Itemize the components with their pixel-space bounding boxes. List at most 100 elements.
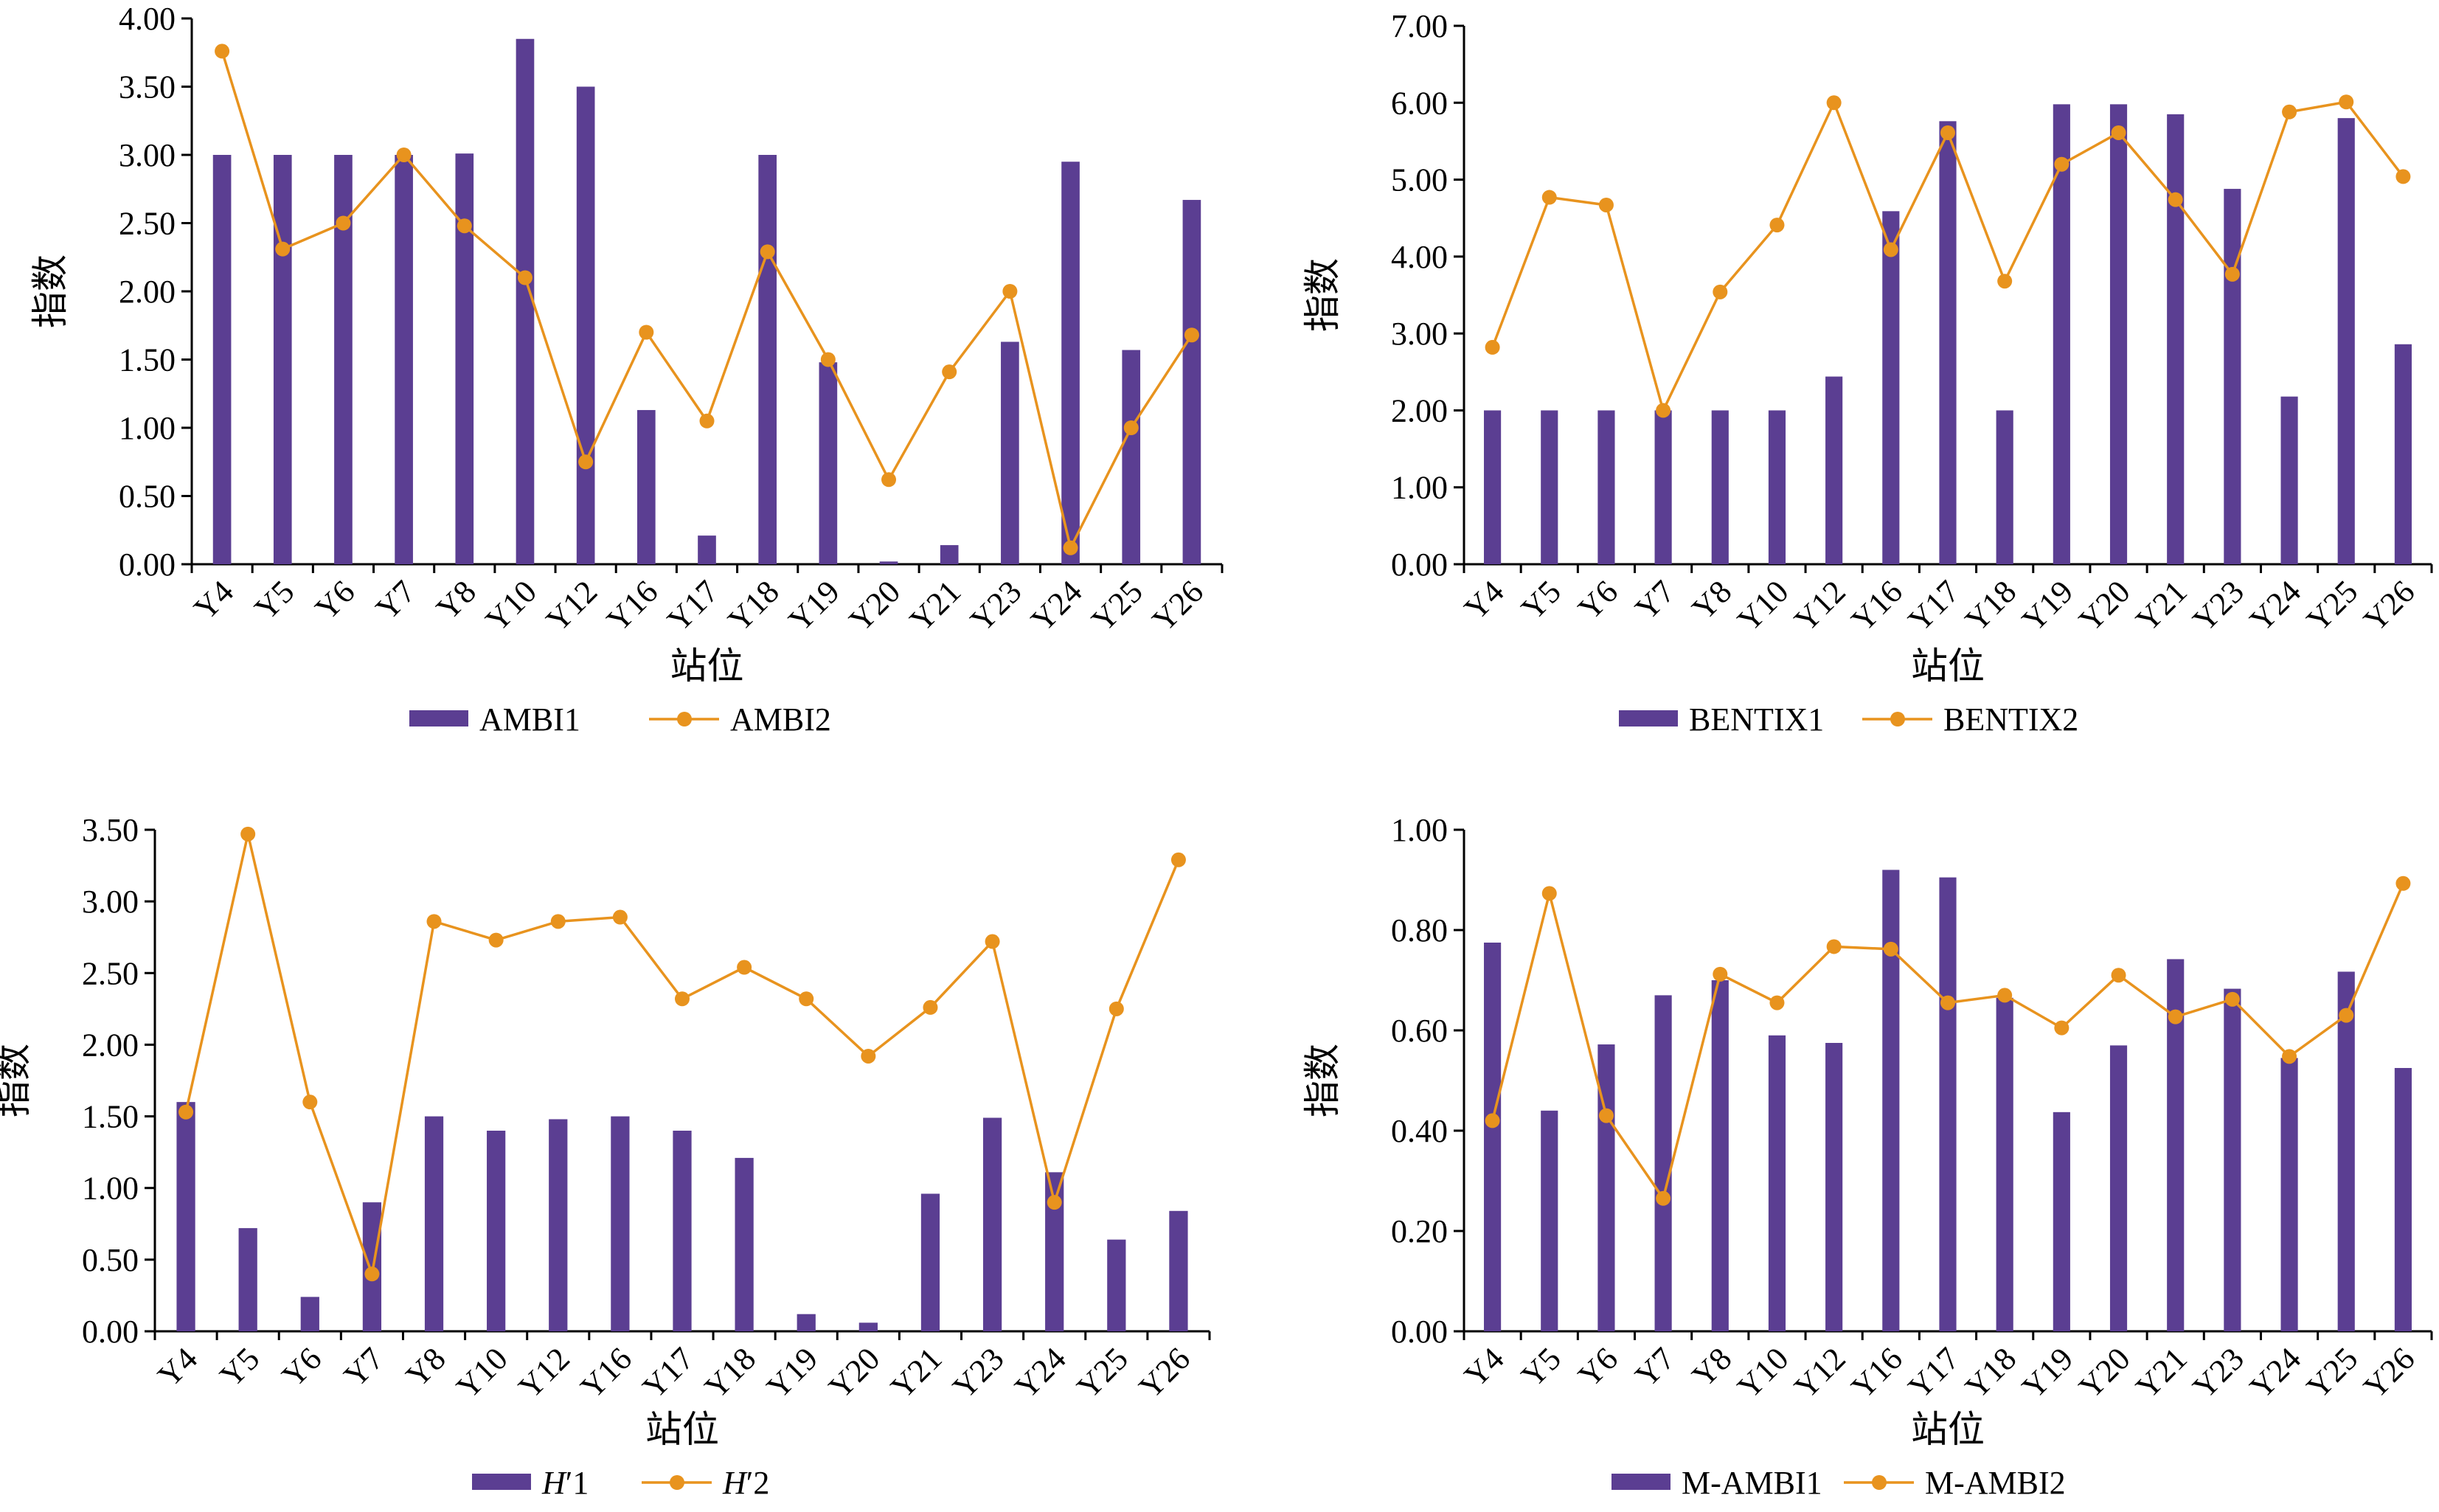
- line-point-Y24: [2282, 104, 2297, 119]
- legend-line-label: H′2: [722, 1465, 769, 1501]
- y-axis-title: 指数: [1301, 1044, 1344, 1117]
- x-tick-label: Y25: [1070, 1340, 1135, 1405]
- bar-Y18: [1996, 410, 2013, 564]
- line-point-Y10: [1769, 218, 1785, 233]
- legend-bar-swatch: [1619, 710, 1678, 726]
- bar-Y26: [1182, 200, 1201, 564]
- line-point-Y12: [550, 914, 566, 929]
- line-point-Y7: [364, 1266, 380, 1282]
- x-tick-label: Y20: [822, 1340, 887, 1405]
- line-series: [221, 50, 1193, 552]
- line-point-Y26: [1170, 852, 1186, 867]
- x-tick-label: Y7: [1628, 573, 1682, 627]
- legend-line-label: AMBI2: [730, 701, 831, 738]
- bar-Y16: [611, 1116, 630, 1331]
- x-tick-label: Y12: [1787, 1340, 1852, 1405]
- x-tick-label: Y23: [2186, 1340, 2251, 1405]
- bar-Y10: [487, 1131, 506, 1331]
- line-point-Y12: [578, 454, 594, 470]
- x-tick-label: Y10: [449, 1340, 514, 1405]
- y-tick-label: 0.00: [1391, 547, 1448, 583]
- bar-Y19: [2053, 1112, 2070, 1331]
- line-point-Y23: [2224, 266, 2240, 282]
- y-tick-label: 5.00: [1391, 162, 1448, 198]
- x-axis-title: 站位: [1911, 645, 1985, 687]
- x-tick-label: Y25: [1085, 573, 1150, 638]
- x-tick-label: Y21: [903, 573, 968, 638]
- y-axis-title: 指数: [29, 254, 72, 328]
- line-point-Y20: [861, 1048, 876, 1064]
- bar-Y18: [735, 1157, 754, 1331]
- y-tick-label: 2.00: [119, 274, 176, 310]
- bar-Y5: [1541, 1110, 1558, 1331]
- y-tick-label: 0.40: [1391, 1113, 1448, 1149]
- x-axis-title: 站位: [645, 1408, 719, 1451]
- line-point-Y6: [1598, 1108, 1614, 1123]
- bar-Y20: [879, 561, 898, 564]
- x-tick-label: Y4: [187, 573, 240, 627]
- y-tick-label: 1.00: [82, 1171, 139, 1207]
- line-point-Y25: [2339, 94, 2354, 110]
- x-axis-title: 站位: [670, 645, 744, 687]
- x-tick-label: Y23: [963, 573, 1028, 638]
- line-point-Y16: [612, 909, 628, 925]
- x-tick-label: Y6: [275, 1340, 329, 1394]
- y-tick-label: 1.00: [1391, 470, 1448, 506]
- bar-Y4: [1484, 410, 1502, 564]
- y-tick-label: 1.50: [82, 1099, 139, 1135]
- x-tick-label: Y8: [1685, 1340, 1739, 1394]
- line-point-Y19: [820, 352, 836, 367]
- legend-line-label: M-AMBI2: [1925, 1465, 2066, 1501]
- y-axis-title: 指数: [0, 1044, 35, 1117]
- legend-bar-swatch: [472, 1474, 531, 1490]
- y-tick-label: 4.00: [119, 1, 176, 37]
- bar-Y18: [758, 155, 777, 564]
- line-point-Y8: [457, 218, 472, 234]
- x-tick-label: Y21: [2129, 1340, 2194, 1405]
- x-tick-label: Y17: [636, 1340, 701, 1405]
- bar-Y23: [982, 1117, 1002, 1331]
- line-point-Y23: [1002, 284, 1018, 299]
- line-point-Y23: [2224, 991, 2240, 1007]
- bar-Y26: [2394, 344, 2412, 564]
- bar-Y17: [1939, 877, 1957, 1331]
- bar-Y12: [1825, 376, 1843, 564]
- bar-Y5: [1541, 410, 1558, 564]
- line-point-Y17: [675, 991, 690, 1007]
- bar-Y25: [1107, 1239, 1126, 1331]
- x-tick-label: Y24: [2243, 573, 2308, 638]
- bar-Y16: [1882, 870, 1900, 1331]
- line-point-Y6: [302, 1095, 318, 1110]
- line-point-Y24: [2282, 1049, 2297, 1064]
- line-point-Y10: [488, 932, 504, 948]
- y-tick-label: 1.00: [119, 410, 176, 446]
- bar-Y23: [1001, 341, 1019, 564]
- x-axis-title: 站位: [1911, 1408, 1985, 1451]
- bar-Y21: [2167, 959, 2185, 1331]
- x-tick-label: Y21: [884, 1340, 948, 1405]
- line-point-Y12: [1826, 939, 1842, 954]
- x-tick-label: Y21: [2129, 573, 2194, 638]
- line-point-Y7: [396, 148, 412, 162]
- line-point-Y26: [2395, 169, 2411, 184]
- chart-panel-3: 0.00 0.50 1.00 1.50 2.00 2.50 3.00 3.50 Y4 Y5 Y6 Y7…: [0, 812, 1211, 1501]
- line-point-Y6: [336, 215, 351, 231]
- x-tick-label: Y19: [782, 573, 847, 638]
- bar-Y25: [2337, 971, 2355, 1331]
- bar-Y17: [1939, 121, 1957, 565]
- line-point-Y20: [881, 472, 897, 488]
- x-tick-label: Y16: [574, 1340, 639, 1405]
- x-tick-label: Y26: [1145, 573, 1210, 638]
- bar-Y25: [2337, 118, 2355, 565]
- y-tick-label: 2.00: [1391, 392, 1448, 429]
- x-tick-label: Y18: [721, 573, 786, 638]
- x-tick-label: Y20: [842, 573, 907, 638]
- y-tick-label: 2.50: [82, 955, 139, 991]
- line-point-Y21: [2168, 192, 2183, 207]
- line-point-Y18: [1997, 988, 2013, 1003]
- x-tick-label: Y5: [213, 1340, 267, 1394]
- chart-panel-1: 0.00 0.50 1.00 1.50 2.00 2.50 3.00 3.50 4.00 Y4 Y5…: [29, 1, 1224, 738]
- bar-Y6: [300, 1297, 319, 1331]
- y-tick-label: 7.00: [1391, 8, 1448, 44]
- line-point-Y26: [2395, 875, 2411, 891]
